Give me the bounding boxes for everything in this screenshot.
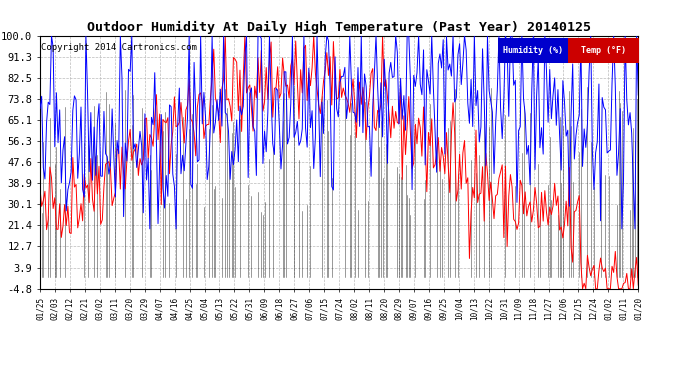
Text: Temp (°F): Temp (°F) [581, 46, 626, 56]
Text: Copyright 2014 Cartronics.com: Copyright 2014 Cartronics.com [41, 43, 197, 52]
FancyBboxPatch shape [497, 38, 569, 63]
Text: Humidity (%): Humidity (%) [503, 46, 563, 56]
Title: Outdoor Humidity At Daily High Temperature (Past Year) 20140125: Outdoor Humidity At Daily High Temperatu… [87, 21, 591, 34]
FancyBboxPatch shape [569, 38, 639, 63]
